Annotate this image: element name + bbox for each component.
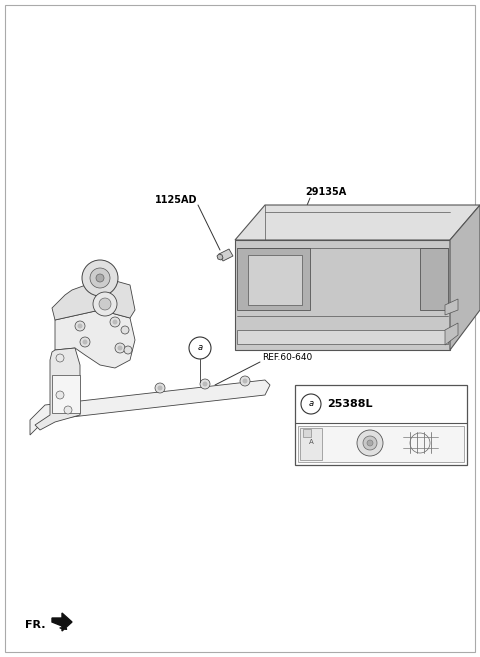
Polygon shape: [248, 255, 302, 305]
Circle shape: [157, 386, 163, 390]
Circle shape: [115, 343, 125, 353]
Polygon shape: [235, 240, 450, 350]
Circle shape: [357, 430, 383, 456]
Circle shape: [90, 268, 110, 288]
Bar: [300, 428, 322, 460]
Polygon shape: [217, 254, 223, 260]
Polygon shape: [450, 205, 480, 350]
Polygon shape: [35, 348, 80, 430]
Circle shape: [367, 440, 373, 446]
Circle shape: [242, 378, 248, 384]
Circle shape: [96, 274, 104, 282]
Circle shape: [56, 391, 64, 399]
Bar: [303, 429, 311, 437]
Circle shape: [189, 337, 211, 359]
Polygon shape: [235, 205, 480, 240]
Text: A: A: [309, 439, 313, 445]
Text: FR.: FR.: [25, 620, 46, 630]
Circle shape: [80, 337, 90, 347]
Circle shape: [56, 354, 64, 362]
Circle shape: [64, 406, 72, 414]
Circle shape: [124, 346, 132, 354]
Circle shape: [110, 317, 120, 327]
Bar: [298, 426, 464, 462]
Circle shape: [155, 383, 165, 393]
Circle shape: [203, 382, 207, 386]
Circle shape: [93, 292, 117, 316]
Text: a: a: [309, 399, 313, 409]
Polygon shape: [420, 248, 448, 310]
Circle shape: [301, 394, 321, 414]
Polygon shape: [237, 330, 448, 344]
Circle shape: [83, 340, 87, 344]
Text: 25388L: 25388L: [327, 399, 372, 409]
Circle shape: [121, 326, 129, 334]
Circle shape: [363, 436, 377, 450]
Text: 29135A: 29135A: [305, 187, 346, 197]
Bar: [52, 375, 80, 413]
Polygon shape: [219, 249, 233, 261]
Circle shape: [77, 323, 83, 328]
Circle shape: [99, 298, 111, 310]
Circle shape: [200, 379, 210, 389]
Polygon shape: [237, 248, 310, 310]
Polygon shape: [52, 613, 72, 631]
Circle shape: [75, 321, 85, 331]
Text: REF.60-640: REF.60-640: [262, 353, 312, 363]
Circle shape: [118, 346, 122, 350]
Polygon shape: [55, 310, 135, 368]
Bar: [295, 385, 467, 465]
Circle shape: [112, 319, 118, 325]
Polygon shape: [445, 299, 458, 315]
Polygon shape: [445, 323, 458, 345]
Circle shape: [240, 376, 250, 386]
Circle shape: [82, 260, 118, 296]
Text: a: a: [197, 344, 203, 353]
Polygon shape: [52, 278, 135, 320]
Polygon shape: [30, 380, 270, 435]
Text: 1125AD: 1125AD: [155, 195, 197, 205]
